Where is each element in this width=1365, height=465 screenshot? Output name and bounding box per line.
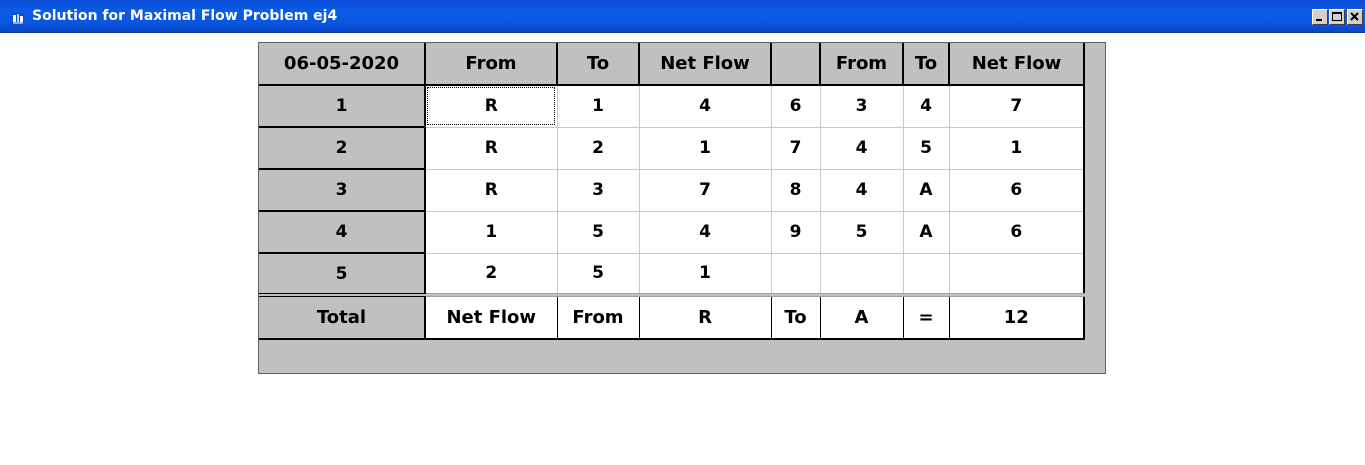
window-title: Solution for Maximal Flow Problem ej4: [32, 8, 338, 24]
grid-cell[interactable]: 4: [639, 211, 772, 254]
grid-cell[interactable]: [771, 253, 821, 297]
header-date[interactable]: 06-05-2020: [259, 43, 426, 86]
header-to-2[interactable]: To: [903, 43, 950, 86]
close-button[interactable]: [1347, 9, 1363, 25]
grid-cell[interactable]: 1: [425, 211, 558, 254]
grid-cell[interactable]: 1: [639, 127, 772, 170]
table-row: 2 R 2 1 7 4 5 1: [259, 127, 1085, 170]
grid-cell[interactable]: R: [425, 169, 558, 212]
row-number[interactable]: 3: [259, 169, 426, 212]
grid-cell[interactable]: 4: [639, 85, 772, 128]
header-net-flow-2[interactable]: Net Flow: [949, 43, 1085, 86]
header-row: 06-05-2020 From To Net Flow From To Net …: [259, 43, 1085, 86]
grid-cell[interactable]: 8: [771, 169, 821, 212]
row-number[interactable]: 2: [259, 127, 426, 170]
total-cell[interactable]: From: [557, 295, 640, 340]
close-icon: [1350, 12, 1359, 21]
grid-cell[interactable]: [903, 253, 950, 297]
grid-cell[interactable]: 2: [425, 253, 558, 297]
grid-cell[interactable]: 1: [949, 127, 1085, 170]
grid-cell[interactable]: 4: [820, 127, 904, 170]
grid-cell[interactable]: 4: [903, 85, 950, 128]
minimize-button[interactable]: [1312, 9, 1328, 25]
grid-cell[interactable]: 7: [639, 169, 772, 212]
grid-cell[interactable]: [820, 253, 904, 297]
grid-cell[interactable]: 9: [771, 211, 821, 254]
total-cell[interactable]: A: [820, 295, 904, 340]
grid-cell[interactable]: A: [903, 211, 950, 254]
table-row: 1 R 1 4 6 3 4 7: [259, 85, 1085, 128]
solution-grid-panel[interactable]: 06-05-2020 From To Net Flow From To Net …: [258, 42, 1106, 374]
total-cell[interactable]: Net Flow: [425, 295, 558, 340]
header-from-2[interactable]: From: [820, 43, 904, 86]
solution-grid[interactable]: 06-05-2020 From To Net Flow From To Net …: [259, 43, 1085, 340]
grid-cell[interactable]: 3: [820, 85, 904, 128]
grid-cell[interactable]: 7: [949, 85, 1085, 128]
maximize-icon: [1332, 12, 1342, 21]
grid-cell[interactable]: 6: [949, 211, 1085, 254]
total-cell[interactable]: =: [903, 295, 950, 340]
row-number[interactable]: 1: [259, 85, 426, 128]
total-label[interactable]: Total: [259, 295, 426, 340]
header-from[interactable]: From: [425, 43, 558, 86]
grid-cell[interactable]: 1: [557, 85, 640, 128]
total-row: Total Net Flow From R To A = 12: [259, 295, 1085, 340]
total-cell[interactable]: To: [771, 295, 821, 340]
row-number[interactable]: 4: [259, 211, 426, 254]
grid-cell[interactable]: 5: [820, 211, 904, 254]
grid-cell[interactable]: 6: [949, 169, 1085, 212]
table-row: 5 2 5 1: [259, 253, 1085, 297]
grid-cell[interactable]: 4: [820, 169, 904, 212]
maximize-button[interactable]: [1329, 9, 1345, 25]
grid-cell[interactable]: 5: [557, 211, 640, 254]
header-blank[interactable]: [771, 43, 821, 86]
minimize-icon: [1316, 19, 1322, 21]
table-row: 4 1 5 4 9 5 A 6: [259, 211, 1085, 254]
grid-cell[interactable]: 5: [903, 127, 950, 170]
grid-cell[interactable]: [949, 253, 1085, 297]
grid-cell[interactable]: 7: [771, 127, 821, 170]
title-bar[interactable]: Solution for Maximal Flow Problem ej4: [0, 0, 1365, 33]
grid-cell[interactable]: R: [425, 127, 558, 170]
grid-cell[interactable]: R: [425, 85, 558, 128]
grid-cell[interactable]: 2: [557, 127, 640, 170]
table-row: 3 R 3 7 8 4 A 6: [259, 169, 1085, 212]
grid-cell[interactable]: 6: [771, 85, 821, 128]
header-to[interactable]: To: [557, 43, 640, 86]
total-cell[interactable]: R: [639, 295, 772, 340]
grid-cell[interactable]: 5: [557, 253, 640, 297]
total-value[interactable]: 12: [949, 295, 1085, 340]
grid-cell[interactable]: 1: [639, 253, 772, 297]
app-window-icon[interactable]: [12, 10, 24, 25]
grid-cell[interactable]: A: [903, 169, 950, 212]
header-net-flow[interactable]: Net Flow: [639, 43, 772, 86]
grid-cell[interactable]: 3: [557, 169, 640, 212]
row-number[interactable]: 5: [259, 253, 426, 297]
